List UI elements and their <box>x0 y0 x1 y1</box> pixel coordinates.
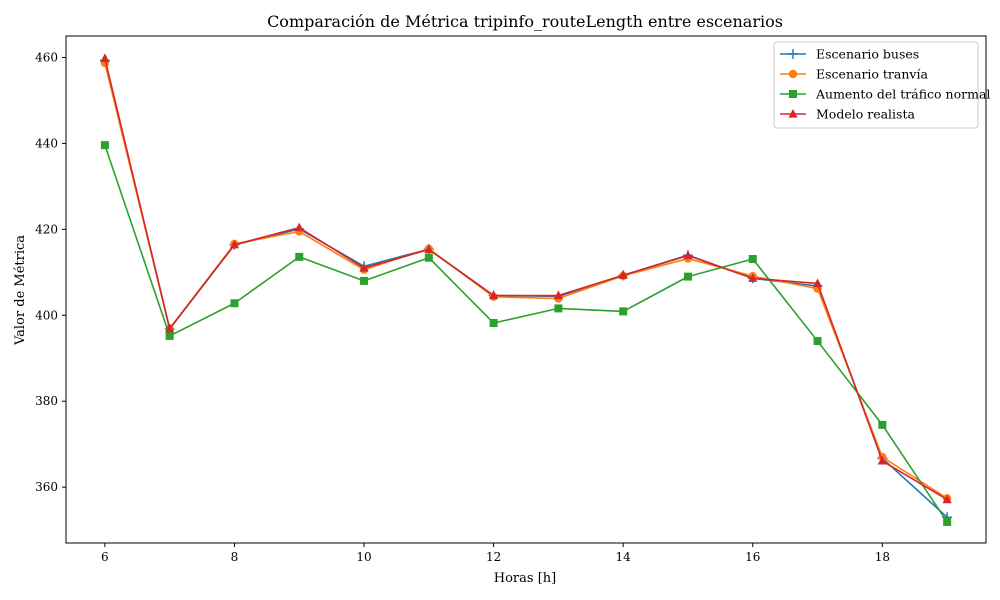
data-point <box>942 494 952 504</box>
data-point <box>424 253 433 262</box>
data-point <box>489 319 498 328</box>
data-point <box>230 299 239 308</box>
data-point <box>683 250 693 260</box>
x-tick-label: 18 <box>875 550 890 564</box>
legend-label: Escenario buses <box>816 47 919 62</box>
y-tick-label: 460 <box>35 50 58 64</box>
data-point <box>100 141 109 150</box>
series-line <box>104 144 948 523</box>
data-point <box>165 323 175 333</box>
data-point <box>877 455 887 465</box>
x-tick-label: 14 <box>616 550 632 564</box>
y-tick-label: 440 <box>35 136 58 150</box>
data-point <box>619 307 628 316</box>
data-point <box>878 420 887 429</box>
data-point <box>748 273 758 282</box>
data-point <box>813 337 822 346</box>
legend: Escenario buses Escenario tranvía Aumento … <box>773 41 990 129</box>
legend-label: Modelo realista <box>816 107 915 122</box>
y-axis: 360 380 400 420 440 460 <box>35 50 66 494</box>
plot-area-frame <box>65 35 987 544</box>
data-point <box>618 270 628 279</box>
legend-item: Modelo realista <box>780 107 915 122</box>
legend-frame <box>773 41 979 129</box>
legend-item: Escenario tranvía <box>780 67 928 82</box>
y-tick-label: 380 <box>35 394 58 408</box>
x-tick-label: 16 <box>745 550 760 564</box>
data-point <box>100 53 110 62</box>
series-line <box>104 58 948 501</box>
x-tick-label: 10 <box>356 550 371 564</box>
data-point <box>424 244 434 254</box>
legend-marker <box>788 69 798 79</box>
chart-title: Comparación de Métrica tripinfo_routeLen… <box>267 12 783 31</box>
data-point <box>748 254 757 263</box>
series-aumento-del-trafico-normal <box>100 141 952 526</box>
y-tick-label: 400 <box>35 308 58 322</box>
y-tick-label: 360 <box>35 480 58 494</box>
y-tick-label: 420 <box>35 222 58 236</box>
data-point <box>165 331 174 340</box>
data-point <box>554 304 563 313</box>
legend-marker <box>788 49 798 59</box>
x-tick-label: 8 <box>231 550 239 564</box>
x-axis: 6 8 10 12 14 16 18 <box>101 543 890 564</box>
data-point <box>812 278 823 288</box>
y-axis-label: Valor de Métrica <box>13 235 28 346</box>
series-modelo-realista <box>100 53 952 504</box>
data-point <box>489 290 499 300</box>
series-layer <box>99 53 953 526</box>
data-point <box>943 517 952 526</box>
x-axis-label: Horas [h] <box>494 571 556 586</box>
legend-marker <box>789 90 797 98</box>
legend-marker <box>788 109 798 118</box>
x-tick-label: 12 <box>486 550 501 564</box>
data-point <box>294 222 304 232</box>
data-point <box>295 252 304 261</box>
data-point <box>683 272 692 281</box>
legend-item: Aumento del tráfico normal <box>780 87 990 102</box>
data-point <box>360 276 369 285</box>
legend-label: Escenario tranvía <box>816 67 928 82</box>
data-point <box>229 239 240 249</box>
legend-item: Escenario buses <box>780 47 919 62</box>
data-point <box>553 290 563 300</box>
x-tick-label: 6 <box>101 550 109 564</box>
data-point <box>359 263 369 272</box>
legend-label: Aumento del tráfico normal <box>815 87 990 102</box>
